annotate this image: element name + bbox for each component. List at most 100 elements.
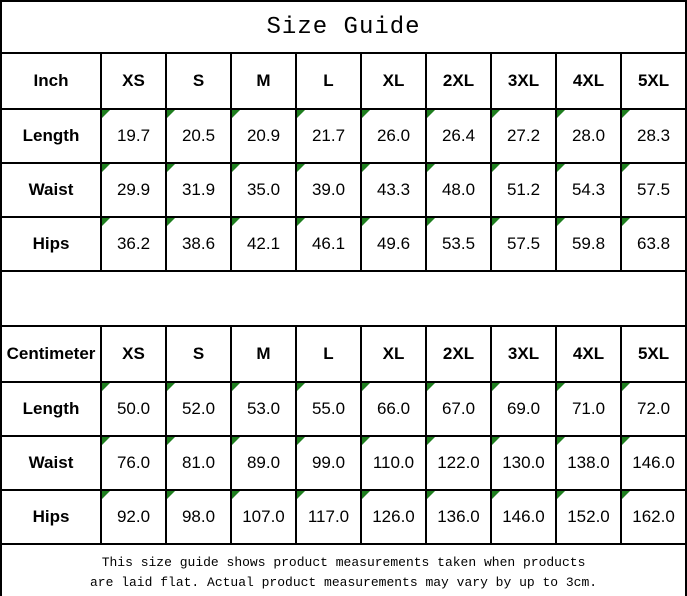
footer-note-line2: are laid flat. Actual product measuremen… (90, 575, 598, 590)
size-header-cell: XL (360, 325, 427, 383)
cell-flag-triangle-icon (362, 383, 370, 391)
measurement-value-cell: 117.0 (295, 489, 362, 545)
cell-flag-triangle-icon (622, 110, 630, 118)
measurement-row: Hips 36.2 38.6 42.1 46.1 49.6 53.5 57.5 59.8 63.8 (0, 216, 687, 272)
size-header-cell: 2XL (425, 325, 492, 383)
cell-flag-triangle-icon (297, 218, 305, 226)
cell-flag-triangle-icon (102, 218, 110, 226)
cell-flag-triangle-icon (557, 110, 565, 118)
cell-flag-triangle-icon (492, 383, 500, 391)
cell-flag-triangle-icon (427, 164, 435, 172)
measurement-value-cell: 20.9 (230, 108, 297, 164)
page-title: Size Guide (0, 0, 687, 54)
measurement-value-cell: 49.6 (360, 216, 427, 272)
measurement-row: Waist 76.0 81.0 89.0 99.0 110.0 122.0 130.0 138.… (0, 435, 687, 491)
cell-flag-triangle-icon (427, 218, 435, 226)
cell-flag-triangle-icon (362, 164, 370, 172)
measurement-value-cell: 57.5 (619, 162, 687, 218)
cell-flag-triangle-icon (297, 491, 305, 499)
measurement-value-cell: 46.1 (295, 216, 362, 272)
measurement-value-cell: 43.3 (360, 162, 427, 218)
measurement-value-cell: 20.5 (165, 108, 232, 164)
measurement-value-cell: 98.0 (165, 489, 232, 545)
measurement-value-cell: 107.0 (230, 489, 297, 545)
size-header-cell: M (230, 325, 297, 383)
measurement-value-cell: 69.0 (490, 381, 557, 437)
measurement-value-cell: 21.7 (295, 108, 362, 164)
measurement-value-cell: 99.0 (295, 435, 362, 491)
cell-flag-triangle-icon (167, 383, 175, 391)
measurement-value-cell: 26.0 (360, 108, 427, 164)
size-header-cell: M (230, 52, 297, 110)
measurement-value-cell: 55.0 (295, 381, 362, 437)
measurement-label-cell: Hips (0, 489, 102, 545)
measurement-value-cell: 36.2 (100, 216, 167, 272)
measurement-value-cell: 72.0 (619, 381, 687, 437)
size-header-cell: S (165, 52, 232, 110)
measurement-value-cell: 53.0 (230, 381, 297, 437)
measurement-value-cell: 31.9 (165, 162, 232, 218)
size-header-row: Inch XS S M L XL 2XL 3XL 4XL 5XL (0, 52, 687, 110)
cell-flag-triangle-icon (557, 218, 565, 226)
cell-flag-triangle-icon (232, 110, 240, 118)
measurement-value-cell: 146.0 (490, 489, 557, 545)
spacer-cell (0, 270, 687, 327)
cell-flag-triangle-icon (167, 218, 175, 226)
measurement-row: Hips 92.0 98.0 107.0 117.0 126.0 136.0 146.0 152… (0, 489, 687, 545)
measurement-value-cell: 110.0 (360, 435, 427, 491)
measurement-row: Length 19.7 20.5 20.9 21.7 26.0 26.4 27.2 28.0 28… (0, 108, 687, 164)
size-header-cell: 3XL (490, 52, 557, 110)
measurement-value-cell: 27.2 (490, 108, 557, 164)
cell-flag-triangle-icon (557, 491, 565, 499)
footer-row: This size guide shows product measuremen… (0, 543, 687, 596)
measurement-value-cell: 19.7 (100, 108, 167, 164)
title-row: Size Guide (0, 0, 687, 54)
size-header-cell: 2XL (425, 52, 492, 110)
cell-flag-triangle-icon (557, 437, 565, 445)
cell-flag-triangle-icon (297, 437, 305, 445)
size-header-cell: 4XL (555, 325, 622, 383)
cell-flag-triangle-icon (362, 218, 370, 226)
cell-flag-triangle-icon (492, 491, 500, 499)
cell-flag-triangle-icon (297, 110, 305, 118)
cell-flag-triangle-icon (622, 218, 630, 226)
measurement-label-cell: Hips (0, 216, 102, 272)
size-header-cell: XL (360, 52, 427, 110)
measurement-value-cell: 76.0 (100, 435, 167, 491)
size-header-cell: S (165, 325, 232, 383)
cell-flag-triangle-icon (362, 437, 370, 445)
cell-flag-triangle-icon (167, 491, 175, 499)
measurement-value-cell: 63.8 (619, 216, 687, 272)
cell-flag-triangle-icon (492, 110, 500, 118)
cell-flag-triangle-icon (622, 491, 630, 499)
cell-flag-triangle-icon (492, 218, 500, 226)
size-header-cell: XS (100, 52, 167, 110)
cell-flag-triangle-icon (427, 110, 435, 118)
cell-flag-triangle-icon (232, 491, 240, 499)
cell-flag-triangle-icon (622, 437, 630, 445)
size-header-cell: L (295, 52, 362, 110)
cell-flag-triangle-icon (232, 218, 240, 226)
measurement-value-cell: 92.0 (100, 489, 167, 545)
cell-flag-triangle-icon (427, 437, 435, 445)
measurement-value-cell: 53.5 (425, 216, 492, 272)
measurement-value-cell: 50.0 (100, 381, 167, 437)
measurement-value-cell: 57.5 (490, 216, 557, 272)
cell-flag-triangle-icon (167, 110, 175, 118)
measurement-row: Length 50.0 52.0 53.0 55.0 66.0 67.0 69.0 71.0 72… (0, 381, 687, 437)
measurement-value-cell: 122.0 (425, 435, 492, 491)
cell-flag-triangle-icon (232, 383, 240, 391)
measurement-value-cell: 28.3 (619, 108, 687, 164)
size-header-cell: 4XL (555, 52, 622, 110)
cell-flag-triangle-icon (167, 437, 175, 445)
cell-flag-triangle-icon (102, 110, 110, 118)
measurement-value-cell: 42.1 (230, 216, 297, 272)
footer-note-line1: This size guide shows product measuremen… (101, 554, 586, 570)
measurement-value-cell: 54.3 (555, 162, 622, 218)
measurement-value-cell: 28.0 (555, 108, 622, 164)
measurement-value-cell: 136.0 (425, 489, 492, 545)
measurement-row: Waist 29.9 31.9 35.0 39.0 43.3 48.0 51.2 54.3 57.… (0, 162, 687, 218)
cell-flag-triangle-icon (167, 164, 175, 172)
unit-label-cell: Centimeter (0, 325, 102, 383)
